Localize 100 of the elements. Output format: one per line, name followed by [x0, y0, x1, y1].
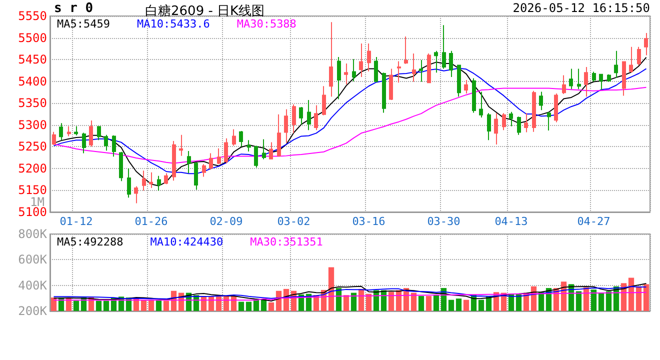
text: MA30:351351 — [250, 236, 323, 248]
candlestick — [74, 126, 78, 136]
y-tick-label: 5100 — [18, 205, 47, 219]
candlestick — [217, 148, 221, 165]
candlestick — [607, 74, 611, 82]
text: MA5:492288 — [57, 236, 124, 248]
candlestick — [337, 56, 341, 100]
x-tick-label: 04-27 — [577, 215, 610, 228]
candlestick — [164, 172, 168, 185]
candlestick — [397, 60, 401, 84]
candlestick — [277, 114, 281, 157]
candlestick — [232, 128, 236, 146]
candlestick — [299, 106, 303, 125]
y-tick-label: 5500 — [18, 30, 47, 45]
candlestick — [517, 116, 521, 136]
candlestick — [292, 104, 296, 134]
candlestick — [622, 60, 626, 96]
candlestick — [82, 132, 86, 154]
line-series — [53, 56, 647, 186]
candlestick — [532, 90, 536, 132]
text: MA10:424430 — [150, 236, 224, 248]
candlestick — [224, 138, 228, 164]
candlestick — [464, 80, 468, 94]
candlestick — [382, 72, 386, 114]
candlestick — [374, 56, 378, 83]
candlestick — [389, 68, 393, 101]
candlestick — [209, 152, 213, 170]
candlestick — [487, 112, 491, 141]
y-tick-label: 5300 — [18, 118, 47, 132]
x-tick-label: 03-02 — [277, 215, 310, 228]
candlestick — [59, 122, 63, 141]
candlestick — [127, 168, 131, 198]
candlestick — [599, 74, 603, 91]
candlestick — [262, 138, 266, 160]
x-tick-label: 02-09 — [210, 215, 243, 228]
candlestick — [119, 151, 123, 182]
line-series — [53, 86, 647, 164]
candlestick — [494, 112, 498, 145]
candlestick — [419, 59, 423, 82]
candlestick — [52, 131, 56, 146]
line-series — [53, 68, 647, 174]
candlestick — [269, 142, 273, 160]
candlestick — [637, 46, 641, 66]
candlestick — [284, 108, 288, 144]
candlestick — [442, 24, 446, 70]
candlestick — [359, 42, 363, 78]
candlestick — [172, 140, 176, 182]
candlestick — [134, 186, 138, 204]
y-tick-label: 5400 — [18, 74, 47, 88]
candlestick — [247, 140, 251, 152]
candlestick — [344, 62, 348, 85]
candlestick — [97, 126, 101, 141]
candlestick — [329, 22, 333, 98]
candlestick — [157, 175, 161, 192]
candlestick — [314, 104, 318, 131]
candlestick — [562, 74, 566, 94]
candlestick — [187, 150, 191, 174]
text: MA30:5388 — [236, 18, 296, 30]
candlestick — [524, 112, 528, 133]
candlestick — [179, 134, 183, 156]
candlestick — [509, 111, 513, 127]
candlestick — [194, 162, 198, 190]
y-tick-label: 200K — [18, 304, 48, 318]
candlestick — [104, 134, 108, 152]
candlestick — [592, 71, 596, 82]
y-tick-label: 800K — [18, 227, 48, 241]
candlestick — [457, 64, 461, 98]
y-tick-label: 5450 — [18, 52, 47, 67]
candlestick — [502, 112, 506, 131]
candlestick — [554, 93, 558, 123]
candlestick — [479, 91, 483, 118]
y-tick-label: 600K — [18, 252, 48, 267]
y-tick-label: 5150 — [18, 183, 47, 198]
text: MA5:5459 — [57, 18, 110, 30]
candlestick — [434, 50, 438, 74]
text: MA10:5433.6 — [136, 18, 210, 30]
candlestick — [569, 68, 573, 90]
candlestick — [149, 172, 153, 189]
candlestick — [629, 46, 633, 74]
candlestick — [547, 111, 551, 132]
candlestick — [67, 126, 71, 137]
candlestick — [427, 52, 431, 84]
candlestick — [584, 66, 588, 98]
candlestick — [367, 42, 371, 72]
x-tick-label: 03-30 — [427, 215, 460, 228]
candlestick — [112, 134, 116, 158]
y-tick-label: 5350 — [18, 96, 47, 110]
candlestick — [142, 170, 146, 192]
chart-title: 白糖2609 - 日K线图 — [145, 4, 265, 19]
candlestick — [472, 78, 476, 114]
candlestick — [352, 58, 356, 82]
text: s r 0 — [54, 1, 94, 16]
candlestick — [449, 50, 453, 78]
y-tick-label: 400K — [18, 278, 48, 292]
x-tick-label: 04-13 — [494, 215, 528, 228]
candlestick — [307, 100, 311, 131]
candlestick — [539, 91, 543, 111]
text: 2026-05-12 16:15:50 — [512, 1, 650, 15]
candlestick — [614, 50, 618, 78]
candlestick — [202, 164, 206, 178]
